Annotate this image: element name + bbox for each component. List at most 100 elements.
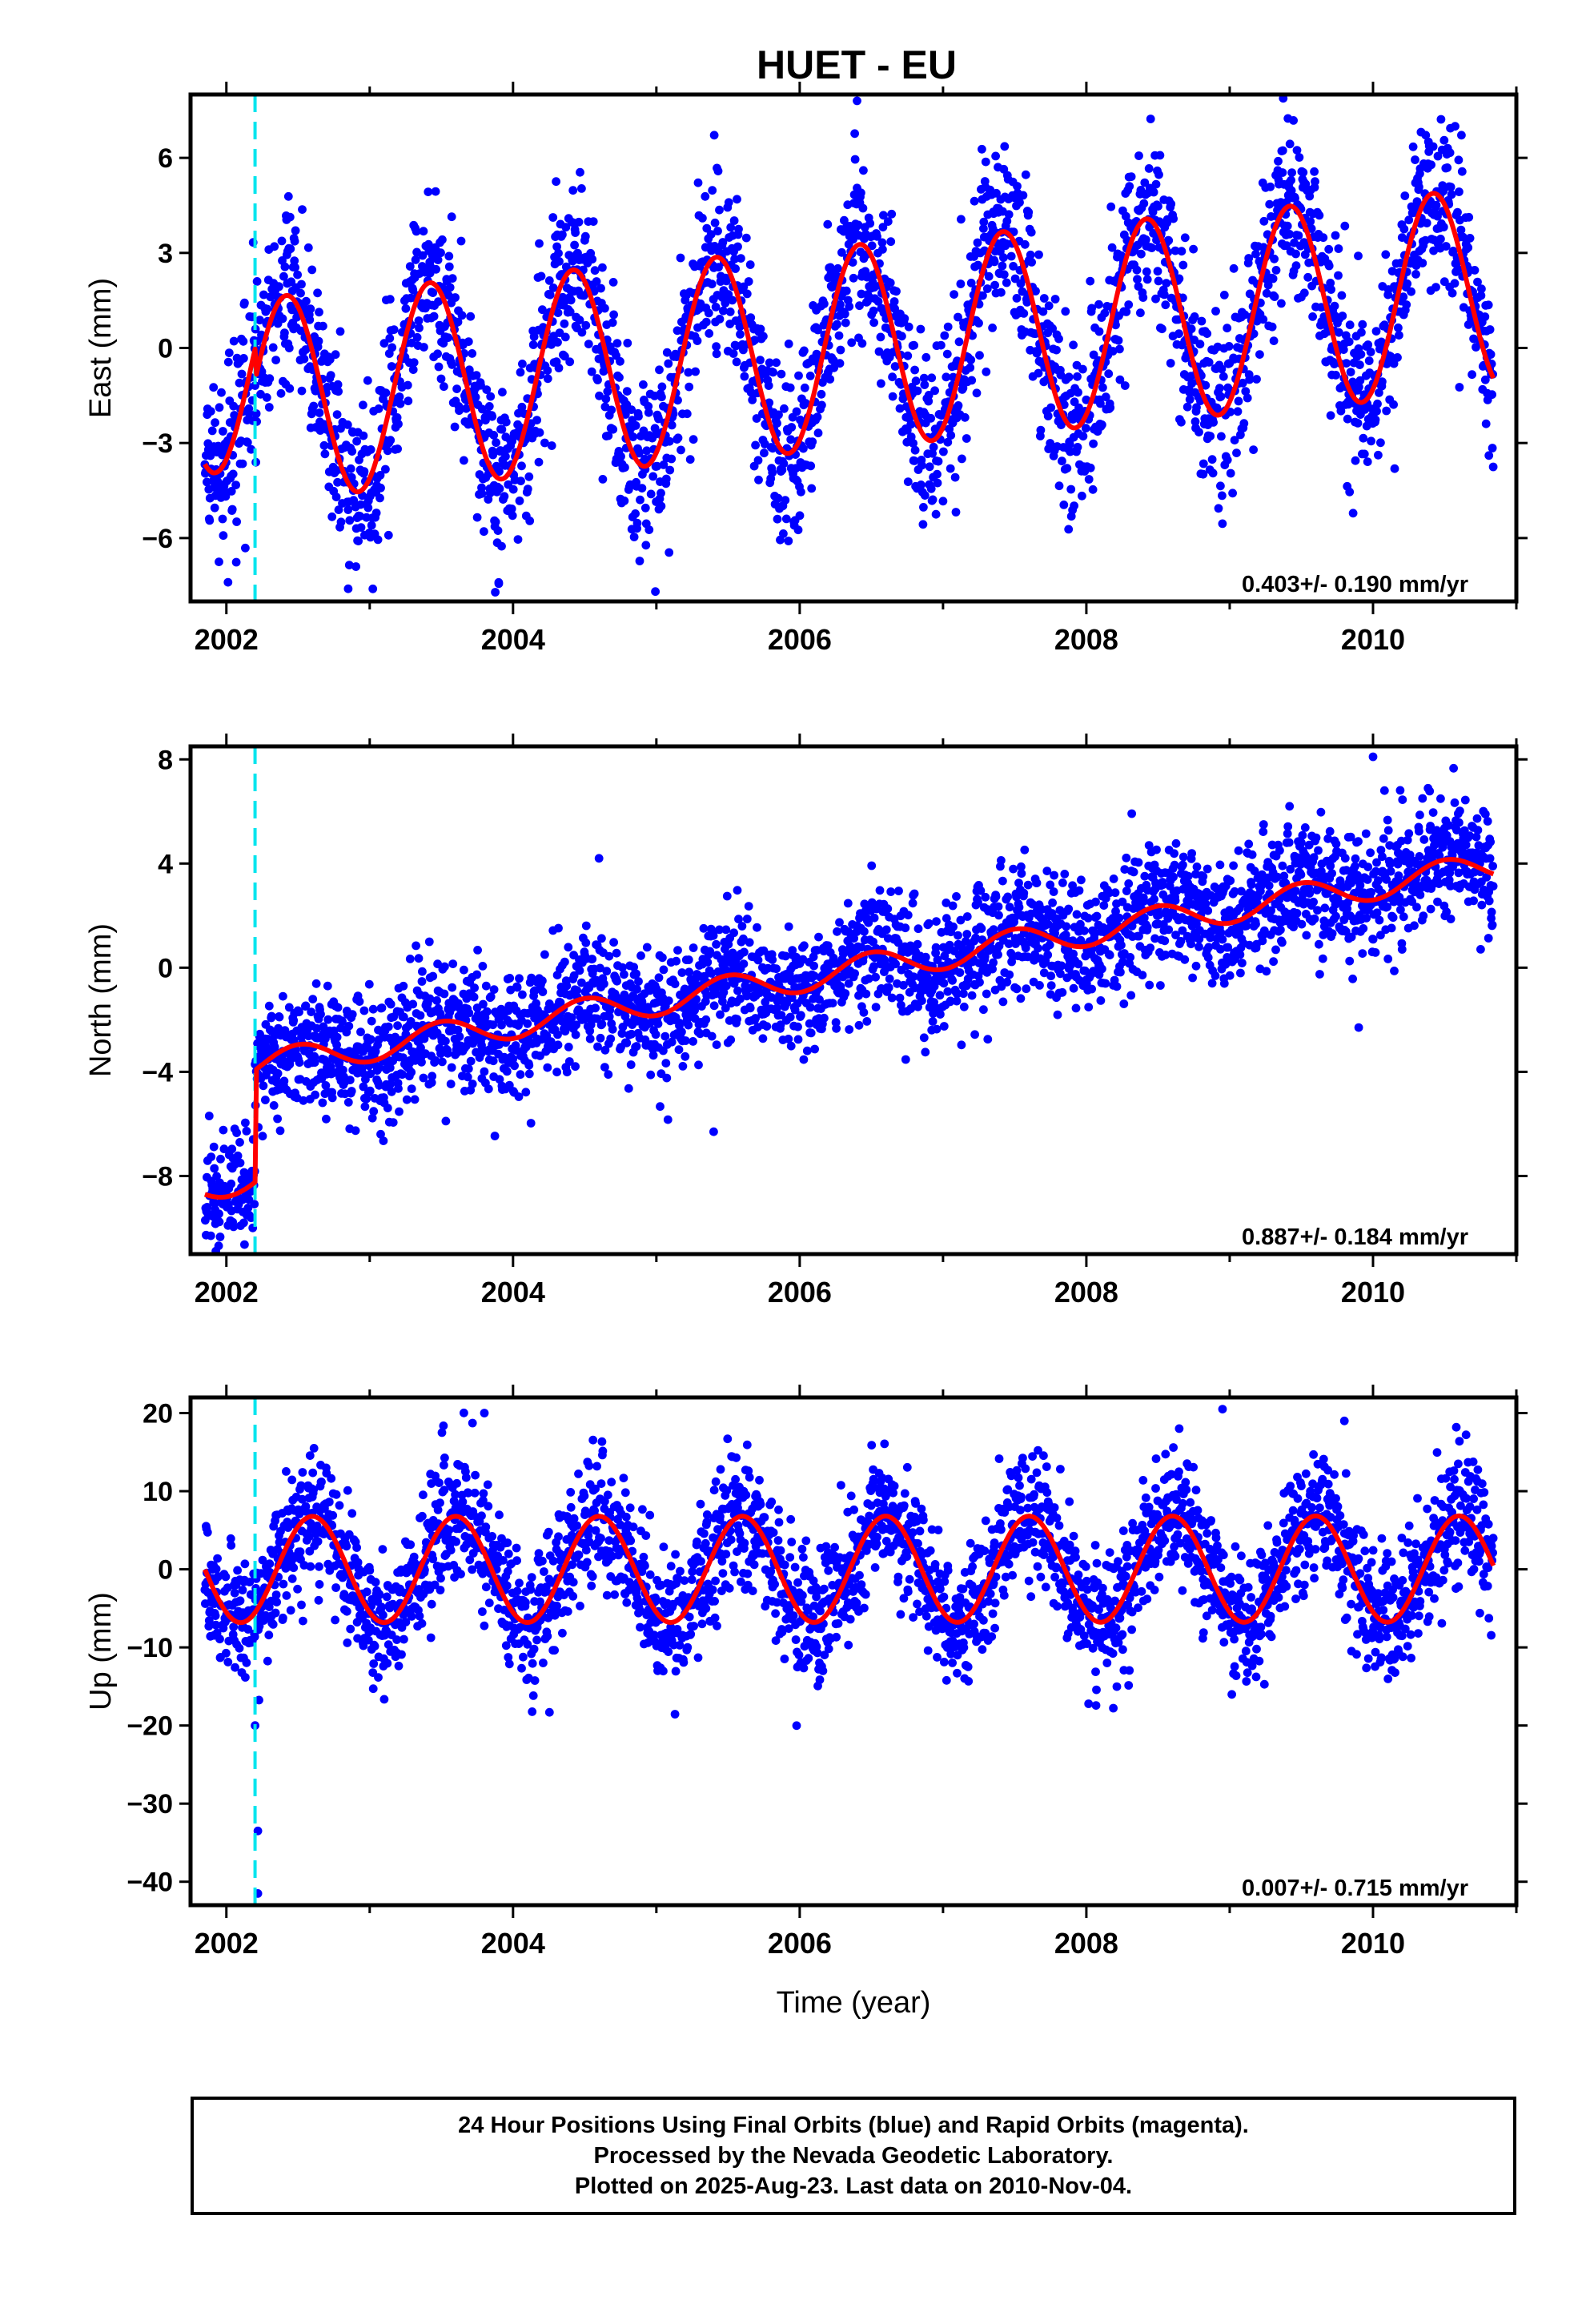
north-point xyxy=(875,886,885,895)
east-point xyxy=(1100,308,1110,318)
east-point xyxy=(1174,329,1183,339)
north-point xyxy=(308,995,318,1003)
east-point xyxy=(662,348,672,357)
north-point xyxy=(835,918,844,927)
east-point xyxy=(924,391,934,400)
east-outlier-point xyxy=(853,96,861,106)
east-point xyxy=(634,412,643,421)
east-point xyxy=(744,277,753,286)
east-point xyxy=(488,412,497,421)
north-point xyxy=(799,1055,809,1064)
east-point xyxy=(616,356,624,366)
east-point xyxy=(1046,439,1055,448)
north-point xyxy=(716,1010,725,1019)
north-point xyxy=(289,1015,299,1025)
east-point xyxy=(1457,131,1466,140)
north-point xyxy=(909,889,919,899)
east-ylabel: East (mm) xyxy=(84,278,118,418)
east-point xyxy=(1433,151,1443,161)
north-point xyxy=(398,1070,407,1080)
north-point xyxy=(412,941,420,951)
north-point xyxy=(367,1016,376,1026)
figure-title: HUET - EU xyxy=(757,42,957,87)
east-point xyxy=(928,495,938,505)
east-point xyxy=(1223,324,1232,333)
east-point xyxy=(523,485,532,493)
east-point xyxy=(883,217,893,226)
east-point xyxy=(973,238,982,247)
east-point xyxy=(967,376,977,385)
east-point xyxy=(608,424,618,434)
east-point xyxy=(366,445,375,454)
north-point xyxy=(602,967,612,976)
north-point xyxy=(869,913,879,923)
north-point xyxy=(369,1107,379,1116)
east-point xyxy=(209,383,219,392)
east-point xyxy=(560,332,570,342)
east-point xyxy=(873,297,883,306)
north-point xyxy=(994,950,1002,959)
north-point xyxy=(753,923,761,932)
east-point xyxy=(800,346,809,356)
east-point xyxy=(1216,392,1226,401)
east-point xyxy=(1151,179,1161,189)
north-point xyxy=(604,1070,613,1080)
east-point xyxy=(725,308,735,316)
east-point xyxy=(1485,325,1495,334)
east-point xyxy=(252,277,262,286)
east-point xyxy=(627,405,636,414)
east-point xyxy=(547,441,556,450)
east-point xyxy=(306,304,315,314)
east-point xyxy=(429,312,439,321)
east-point xyxy=(1382,406,1391,416)
east-point xyxy=(493,526,503,535)
north-point xyxy=(895,993,905,1003)
north-point xyxy=(514,1092,524,1101)
east-point xyxy=(349,496,359,505)
east-point xyxy=(592,277,601,286)
east-point xyxy=(1024,207,1034,217)
east-point xyxy=(376,483,385,493)
north-point xyxy=(692,995,701,1004)
north-point xyxy=(238,1195,247,1204)
east-point xyxy=(1000,142,1010,151)
east-point xyxy=(801,399,810,408)
east-point xyxy=(1356,350,1366,359)
east-point xyxy=(890,304,899,313)
north-point xyxy=(1023,880,1033,890)
north-point xyxy=(264,1001,274,1011)
east-point xyxy=(480,527,488,537)
north-point xyxy=(438,1057,447,1067)
north-point xyxy=(1092,911,1102,921)
east-point xyxy=(495,467,504,476)
north-point xyxy=(722,891,732,901)
east-point xyxy=(1355,360,1364,369)
north-point xyxy=(678,1062,688,1071)
north-point xyxy=(733,886,742,895)
east-point xyxy=(615,372,624,382)
north-point xyxy=(575,966,584,975)
north-point xyxy=(1072,910,1082,919)
north-point xyxy=(887,993,897,1003)
north-point xyxy=(358,1068,367,1078)
north-point xyxy=(1087,984,1096,994)
north-point xyxy=(215,1217,224,1227)
north-point xyxy=(637,997,647,1007)
north-point xyxy=(366,1035,375,1044)
north-point xyxy=(932,917,941,926)
east-point xyxy=(1488,444,1497,452)
east-point xyxy=(553,308,563,317)
east-point xyxy=(1002,216,1012,226)
east-point xyxy=(1054,334,1063,344)
north-point xyxy=(388,1118,398,1127)
north-point xyxy=(524,1069,534,1079)
north-point xyxy=(939,1022,949,1031)
east-point xyxy=(628,432,638,441)
east-point xyxy=(1287,168,1296,178)
east-point xyxy=(355,512,364,521)
north-point xyxy=(581,938,591,947)
east-point xyxy=(920,380,930,389)
east-point xyxy=(351,562,360,571)
east-point xyxy=(296,326,306,336)
north-point xyxy=(407,1084,416,1093)
